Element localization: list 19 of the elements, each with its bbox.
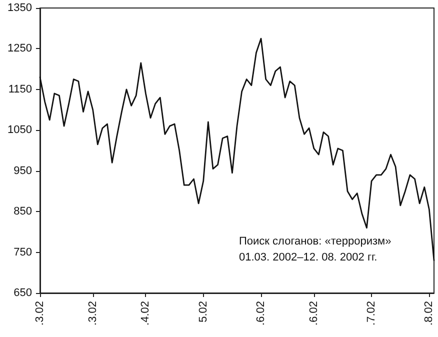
x-tick-label: .3.02 bbox=[86, 301, 99, 326]
annotation: 01.03. 2002–12. 08. 2002 гг. bbox=[239, 252, 378, 264]
y-tick-label: 1050 bbox=[8, 124, 32, 136]
x-tick-label: .6.02 bbox=[308, 301, 320, 326]
x-tick-label: .8.02 bbox=[423, 301, 436, 326]
x-tick-label: .4.02 bbox=[140, 301, 152, 326]
line-series bbox=[39, 38, 435, 262]
y-tick-label: 1350 bbox=[8, 2, 32, 14]
y-tick-label: 650 bbox=[14, 287, 32, 299]
x-tick-label: .3.02 bbox=[34, 301, 46, 326]
x-tick-label: .6.02 bbox=[255, 301, 268, 326]
annotation: Поиск слоганов: «терроризм» bbox=[238, 236, 392, 248]
y-tick-label: 1150 bbox=[8, 83, 32, 96]
y-tick-label: 950 bbox=[14, 164, 32, 177]
y-tick-label: 1250 bbox=[8, 42, 32, 55]
y-tick-label: 750 bbox=[14, 246, 32, 258]
x-tick-label: .7.02 bbox=[366, 301, 378, 326]
x-tick-label: 5.02 bbox=[197, 301, 210, 322]
y-tick-label: 850 bbox=[14, 206, 32, 218]
